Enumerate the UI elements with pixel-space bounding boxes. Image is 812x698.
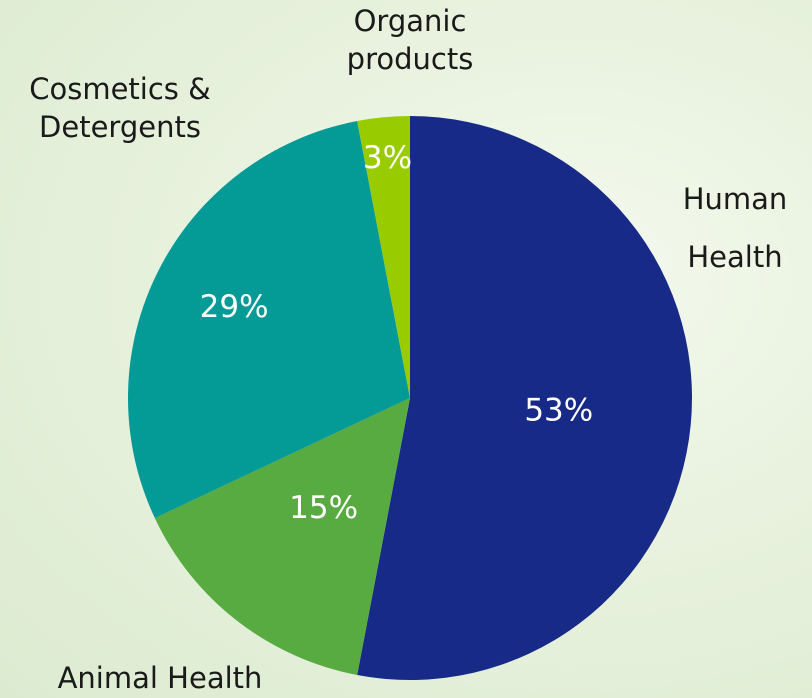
- value-label: 15%: [289, 490, 358, 526]
- pie-slice: [357, 116, 410, 398]
- category-label: Animal Health: [57, 661, 263, 695]
- pie-slice: [128, 120, 411, 519]
- category-label: Human Health: [682, 182, 788, 274]
- pie-slice: [154, 398, 410, 676]
- category-label: Organic products: [346, 4, 474, 76]
- value-label: 53%: [524, 393, 593, 429]
- category-label: Cosmetics & Detergents: [29, 72, 211, 144]
- pie-slice: [357, 116, 692, 680]
- value-label: 29%: [200, 289, 269, 325]
- value-label: 3%: [363, 140, 412, 176]
